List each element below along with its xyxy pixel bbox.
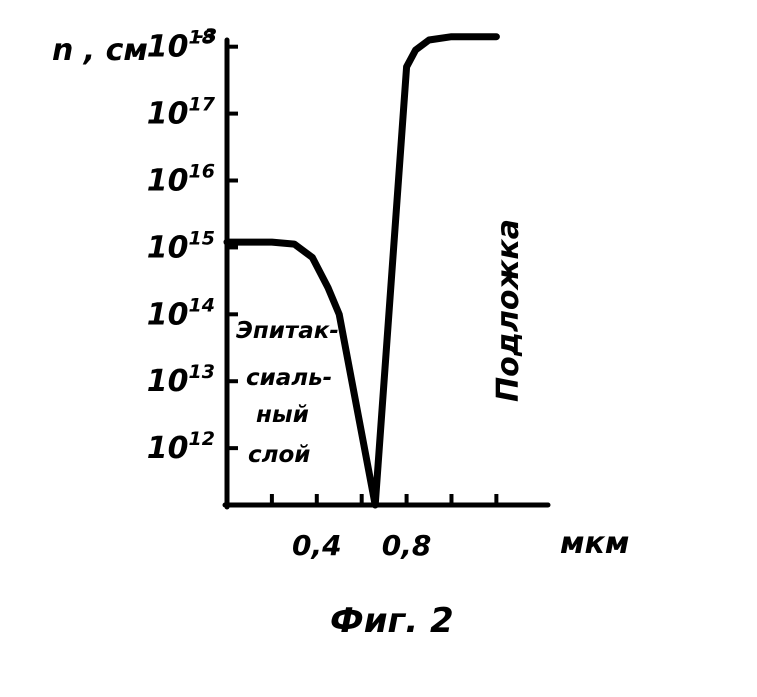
y-tick-label-16: 1016 (147, 161, 215, 199)
figure-caption: Фиг. 2 (330, 601, 454, 641)
annotation-epitaxial-layer: Эпитак- сиаль- ный слой (236, 318, 339, 468)
x-axis-label: мкм (560, 526, 629, 561)
x-tick-label-1: 0,8 (382, 529, 432, 562)
y-tick-label-15: 1015 (147, 227, 215, 265)
y-tick-label-12: 1012 (147, 428, 215, 466)
series (227, 37, 496, 505)
annotation-substrate: Подложка (491, 219, 526, 402)
y-axis-label-exponent: -3 (196, 25, 217, 47)
annotation-epitaxial-line-1: Эпитак- (236, 318, 339, 344)
x-tick-label-0: 0,4 (292, 529, 342, 562)
y-tick-label-14: 1014 (147, 294, 215, 332)
annotation-epitaxial-line-3: ный (256, 402, 309, 428)
concentration-profile-line-0 (227, 37, 496, 505)
y-tick-label-13: 1013 (147, 361, 215, 399)
annotation-epitaxial-line-2: сиаль- (246, 365, 332, 391)
y-axis-label: n , см (52, 33, 148, 68)
y-tick-label-17: 1017 (147, 94, 216, 132)
annotation-epitaxial-line-4: слой (248, 442, 310, 468)
